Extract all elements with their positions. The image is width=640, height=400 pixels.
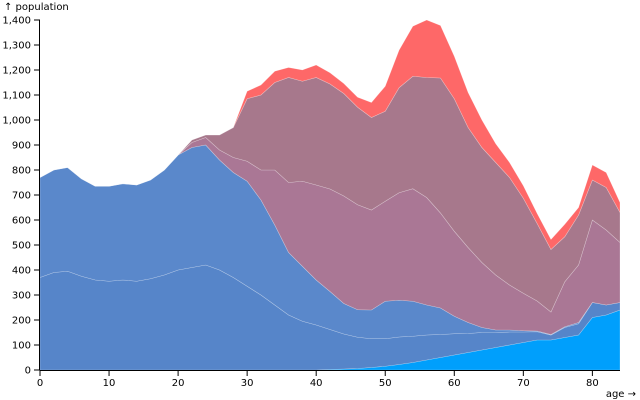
y-tick: 900 [12,141,40,152]
y-tick-label: 400 [12,266,31,277]
y-tick: 100 [12,341,40,352]
y-axis-label: ↑ population [4,2,69,13]
x-tick: 40 [310,370,323,389]
x-tick: 70 [517,370,530,389]
x-tick-label: 30 [241,378,254,389]
y-tick-label: 1,200 [2,66,31,77]
area-series-6 [39,19,621,250]
y-tick-label: 1,400 [2,16,31,27]
y-tick-label: 1,100 [2,91,31,102]
y-tick: 1,200 [2,66,40,77]
x-tick-label: 0 [37,378,43,389]
y-tick: 600 [12,216,40,227]
y-tick-label: 800 [12,166,31,177]
x-tick-label: 20 [172,378,185,389]
x-tick: 80 [586,370,599,389]
y-tick: 500 [12,241,40,252]
x-tick-label: 60 [448,378,461,389]
y-tick: 300 [12,291,40,302]
y-tick-label: 100 [12,341,31,352]
y-tick-label: 200 [12,316,31,327]
y-tick-label: 1,300 [2,41,31,52]
y-tick: 1,100 [2,91,40,102]
y-tick-label: 600 [12,216,31,227]
x-tick-label: 70 [517,378,530,389]
x-tick: 0 [37,370,43,389]
y-tick: 1,000 [2,116,40,127]
y-tick: 1,300 [2,41,40,52]
y-axis: 0 100 200 300 400 500 600 700 800 900 1,000 1,100 1,… [2,16,40,377]
x-tick-label: 40 [310,378,323,389]
y-tick: 400 [12,266,40,277]
x-axis: 0 10 20 30 40 50 60 70 80 [37,370,620,389]
y-tick: 800 [12,166,40,177]
y-tick-label: 900 [12,141,31,152]
x-tick: 50 [379,370,392,389]
area-series-5 [39,75,621,313]
y-tick: 1,400 [2,16,40,27]
x-tick: 20 [172,370,185,389]
y-tick-label: 0 [25,366,31,377]
x-tick-label: 50 [379,378,392,389]
y-tick-label: 700 [12,191,31,202]
y-tick: 200 [12,316,40,327]
x-tick-label: 80 [586,378,599,389]
y-tick-label: 1,000 [2,116,31,127]
y-tick: 700 [12,191,40,202]
y-tick-label: 300 [12,291,31,302]
x-axis-label: age → [606,389,636,400]
area-series-group [39,19,621,371]
y-tick-label: 500 [12,241,31,252]
x-tick-label: 10 [103,378,116,389]
x-tick: 30 [241,370,254,389]
x-tick: 10 [103,370,116,389]
y-tick: 0 [25,366,40,377]
x-tick: 60 [448,370,461,389]
